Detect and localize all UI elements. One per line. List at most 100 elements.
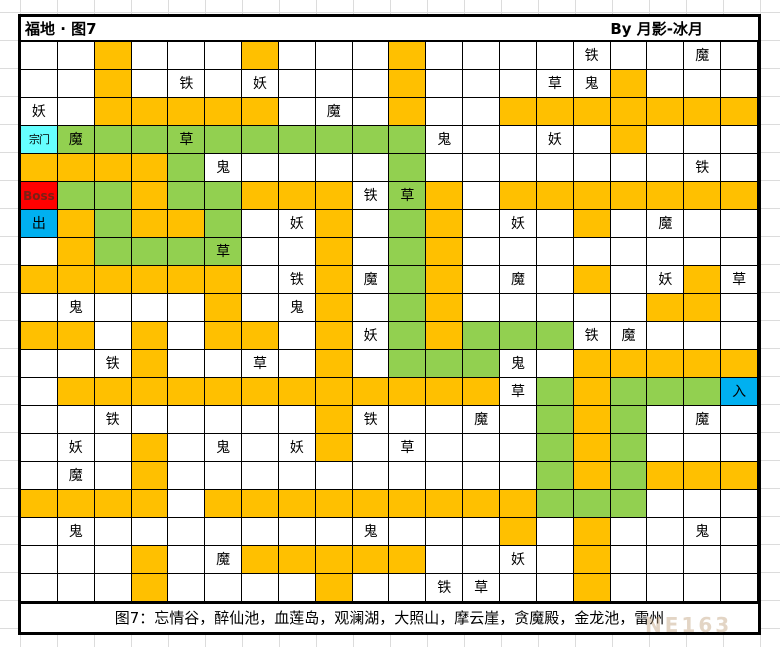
map-cell: [721, 238, 758, 266]
map-cell: [168, 406, 206, 434]
map-cell: [463, 434, 501, 462]
map-cell: [463, 98, 501, 126]
map-cell: [131, 98, 169, 126]
map-cell: [721, 210, 758, 238]
map-cell: [389, 406, 427, 434]
map-cell: [94, 574, 132, 602]
map-cell: [536, 42, 574, 70]
map-cell: [242, 126, 279, 154]
map-cell: [573, 462, 611, 490]
map-cell-boss: Boss: [21, 182, 58, 210]
map-cell: [610, 294, 648, 322]
map-cell: [205, 182, 243, 210]
map-cell: [131, 434, 169, 462]
map-cell: [315, 238, 353, 266]
map-cell-grass: 草: [536, 70, 574, 98]
map-cell: [21, 154, 58, 182]
map-cell: [536, 574, 574, 602]
map-cell-yao: 妖: [57, 434, 95, 462]
map-cell: [57, 70, 95, 98]
map-cell: [205, 294, 243, 322]
map-cell: [315, 42, 353, 70]
map-cell: [242, 378, 279, 406]
map-cell: [721, 294, 758, 322]
map-cell: [721, 322, 758, 350]
map-cell-grass: 草: [242, 350, 279, 378]
map-cell: [684, 574, 722, 602]
map-cell: [721, 546, 758, 574]
map-cell: [426, 406, 464, 434]
map-cell: [21, 434, 58, 462]
map-cell: [573, 294, 611, 322]
map-cell-grass: 草: [205, 238, 243, 266]
map-cell: [389, 378, 427, 406]
map-cell-iron: 铁: [94, 350, 132, 378]
map-cell: [57, 322, 95, 350]
map-cell: [463, 490, 501, 518]
map-cell: [684, 238, 722, 266]
map-cell: [573, 266, 611, 294]
map-cell: [21, 238, 58, 266]
map-cell: [315, 182, 353, 210]
map-cell-yao: 妖: [352, 322, 390, 350]
map-cell: [352, 490, 390, 518]
map-cell: [573, 406, 611, 434]
map-cell: [205, 42, 243, 70]
map-cell: [168, 434, 206, 462]
map-cell: [426, 182, 464, 210]
map-cell: [389, 238, 427, 266]
map-cell: [242, 42, 279, 70]
map-cell: [278, 322, 316, 350]
map-cell: [242, 490, 279, 518]
map-cell: [463, 42, 501, 70]
map-cell: [721, 350, 758, 378]
map-cell: [131, 322, 169, 350]
map-cell: [57, 182, 95, 210]
map-cell: [721, 42, 758, 70]
map-cell: [389, 546, 427, 574]
map-cell: [500, 98, 537, 126]
map-cell: [278, 126, 316, 154]
map-cell: [684, 378, 722, 406]
map-cell: [463, 322, 501, 350]
map-cell: [500, 574, 537, 602]
map-cell: [721, 182, 758, 210]
map-cell: [610, 518, 648, 546]
map-cell: [315, 210, 353, 238]
map-cell: [684, 546, 722, 574]
map-cell: [610, 490, 648, 518]
map-cell: [463, 350, 501, 378]
map-cell-mo: 魔: [57, 462, 95, 490]
map-cell: [721, 70, 758, 98]
map-cell-gui: 鬼: [500, 350, 537, 378]
map-cell: [315, 406, 353, 434]
map-cell: [315, 574, 353, 602]
map-cell: [647, 70, 685, 98]
map-cell: [131, 210, 169, 238]
map-cell: [94, 518, 132, 546]
map-cell: [242, 462, 279, 490]
map-cell: [242, 266, 279, 294]
map-cell: [684, 182, 722, 210]
map-cell: [426, 210, 464, 238]
map-cell-yao: 妖: [21, 98, 58, 126]
map-cell: [131, 518, 169, 546]
map-cell: [389, 322, 427, 350]
map-cell: [647, 294, 685, 322]
map-cell-grass: 草: [500, 378, 537, 406]
map-cell: [610, 42, 648, 70]
map-cell: [94, 294, 132, 322]
map-cell: [573, 378, 611, 406]
map-cell: [536, 266, 574, 294]
map-cell-mo: 魔: [315, 98, 353, 126]
map-cell: [684, 462, 722, 490]
map-cell: [94, 126, 132, 154]
map-cell-yao: 妖: [536, 126, 574, 154]
map-cell: [463, 378, 501, 406]
map-cell: [168, 182, 206, 210]
map-cell: [389, 462, 427, 490]
map-cell: [168, 350, 206, 378]
map-cell: [352, 154, 390, 182]
map-cell: [57, 42, 95, 70]
map-cell: [536, 182, 574, 210]
